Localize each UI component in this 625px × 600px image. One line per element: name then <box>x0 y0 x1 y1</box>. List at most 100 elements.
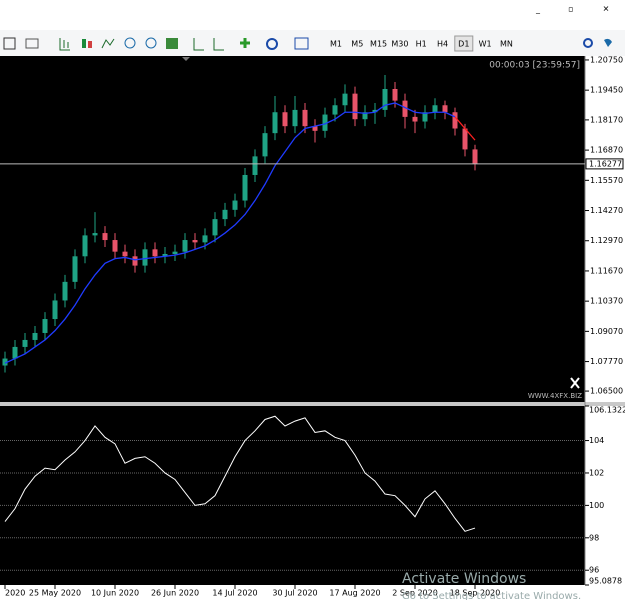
candle-body <box>472 149 478 164</box>
candle-body <box>422 112 428 122</box>
y-tick-label: 106.1322 <box>589 406 625 415</box>
candle-body <box>372 109 378 113</box>
candle-body <box>182 240 188 252</box>
y-tick-label: 1.19450 <box>590 86 623 95</box>
candle-body <box>272 112 278 134</box>
candle-body <box>172 251 178 254</box>
timeframe-button[interactable]: M1 <box>330 40 342 49</box>
timeframe-button[interactable]: MN <box>500 40 513 49</box>
timeframe-button[interactable]: M30 <box>391 40 408 49</box>
candle-body <box>232 200 238 210</box>
icon[interactable] <box>240 38 250 48</box>
candle-body <box>22 339 28 347</box>
timeframe-button[interactable]: D1 <box>458 40 469 49</box>
candle-body <box>322 114 328 131</box>
watermark: WWW.4XFX.BIZ <box>528 392 582 400</box>
candle-body <box>162 253 168 257</box>
icon[interactable] <box>166 38 178 49</box>
icon[interactable] <box>124 37 136 49</box>
candle-body <box>12 346 18 359</box>
y-tick-label: 1.09070 <box>590 327 623 336</box>
icon[interactable] <box>3 37 16 50</box>
icon[interactable] <box>59 38 70 51</box>
indicator-panel <box>0 406 585 585</box>
candle-body <box>462 128 468 150</box>
candle-body <box>332 105 338 115</box>
y-tick-label: 1.10370 <box>590 297 623 306</box>
candle-body <box>352 93 358 120</box>
x-tick-label: 25 May 2020 <box>29 589 81 598</box>
candle-body <box>72 256 78 282</box>
timeframe-button[interactable]: H1 <box>416 40 427 49</box>
icon[interactable] <box>294 37 309 50</box>
bar-timer: 00:00:03 [23:59:57] <box>489 61 580 71</box>
candle-body <box>442 105 448 113</box>
candle-body <box>412 116 418 122</box>
y-tick-label: 98 <box>589 533 599 542</box>
y-tick-label: 1.11670 <box>590 266 623 275</box>
price-panel <box>0 56 585 403</box>
y-tick-label: 102 <box>589 468 604 477</box>
x-tick-label: 30 Jul 2020 <box>272 589 317 598</box>
candle-body <box>122 251 128 257</box>
icon[interactable] <box>145 37 157 49</box>
icon[interactable] <box>604 38 612 47</box>
candle-body <box>282 112 288 127</box>
timeframe-button[interactable]: M5 <box>351 40 363 49</box>
x-tick-label: 14 Jul 2020 <box>212 589 257 598</box>
y-tick-label: 1.18170 <box>590 115 623 124</box>
y-tick-label: 1.06500 <box>590 387 623 396</box>
candle-body <box>392 88 398 101</box>
x-tick-label: 26 Jun 2020 <box>151 589 199 598</box>
candle-body <box>202 235 208 243</box>
toolbar-icons <box>3 37 612 51</box>
title-bar <box>0 0 625 30</box>
icon[interactable] <box>101 38 115 49</box>
candle-body <box>102 233 108 241</box>
x-tick-label: 18 Sep 2020 <box>450 589 501 598</box>
icon[interactable] <box>266 38 278 50</box>
timeframe-button[interactable]: M15 <box>370 40 387 49</box>
icon[interactable] <box>193 38 204 51</box>
candle-body <box>342 93 348 106</box>
candle-body <box>62 281 68 301</box>
y-tick-label: 1.15570 <box>590 176 623 185</box>
restore-button[interactable]: ▫ <box>568 5 573 14</box>
icon[interactable] <box>213 38 224 51</box>
moving-average <box>454 116 476 141</box>
y-tick-label: 1.12970 <box>590 236 623 245</box>
candle-body <box>132 256 138 266</box>
close-button[interactable]: ✕ <box>603 5 610 14</box>
icon[interactable] <box>25 38 39 49</box>
candle-body <box>82 235 88 257</box>
price-tag-label: 1.16277 <box>589 159 622 168</box>
candle-body <box>382 88 388 110</box>
candle-body <box>32 332 38 340</box>
candle-body <box>142 249 148 266</box>
candle-body <box>302 109 308 127</box>
candle-body <box>152 249 158 257</box>
minimize-button[interactable]: _ <box>535 5 541 14</box>
timeframe-button[interactable]: H4 <box>437 40 448 49</box>
x-tick-label: 2 Sep 2020 <box>392 589 438 598</box>
candle-body <box>292 109 298 127</box>
icon[interactable] <box>583 38 593 48</box>
icon[interactable] <box>88 41 92 48</box>
timeframe-button[interactable]: W1 <box>479 40 492 49</box>
indicator-line <box>4 415 476 532</box>
candle-body <box>432 105 438 113</box>
y-tick-label: 1.16870 <box>590 146 623 155</box>
x-tick-label: 17 Aug 2020 <box>329 589 380 598</box>
y-tick-label: 1.14270 <box>590 206 623 215</box>
price-tag <box>585 158 624 170</box>
candle-body <box>2 358 8 366</box>
candle-body <box>92 233 98 236</box>
y-tick-label: 1.07770 <box>590 357 623 366</box>
logo <box>570 377 580 389</box>
candle-body <box>42 319 48 333</box>
y-tick-label: 1.20750 <box>590 55 623 64</box>
candle-body <box>112 240 118 252</box>
icon[interactable] <box>82 39 86 48</box>
chart-layer: 1.20750 1.19450 1.18170 1.16870 1.15570 1.142… <box>0 55 625 598</box>
